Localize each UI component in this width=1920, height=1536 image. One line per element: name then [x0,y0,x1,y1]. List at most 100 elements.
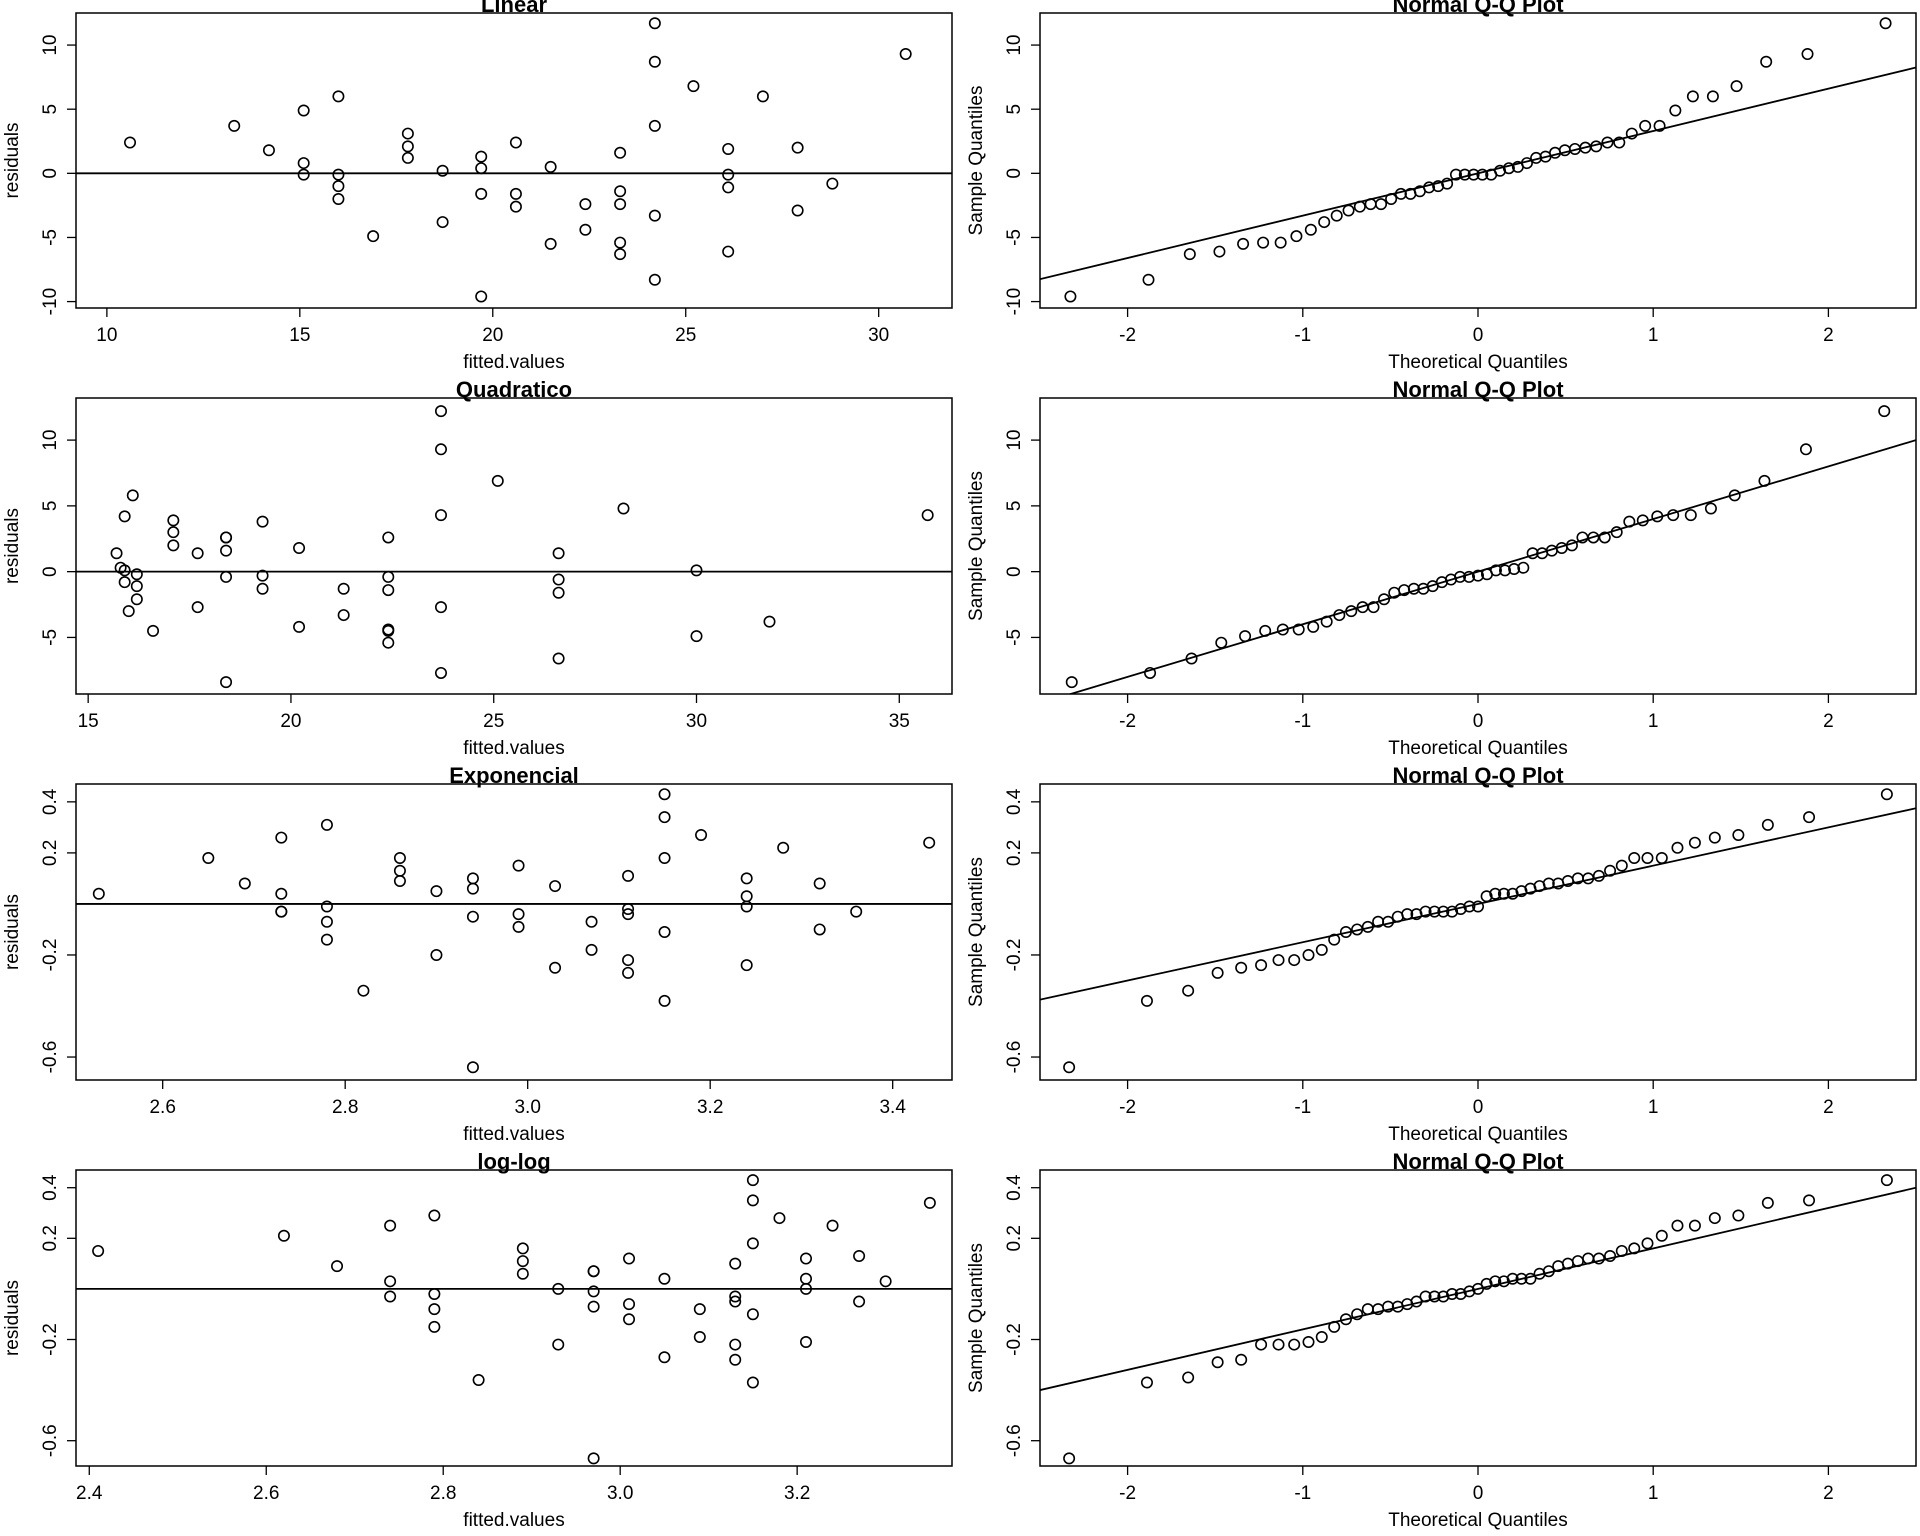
data-point [1803,1194,1816,1207]
data-point [799,1336,812,1349]
data-point [1628,1242,1641,1255]
x-tick-label: 25 [675,325,696,346]
data-point [1708,1212,1721,1225]
data-point [1463,900,1476,913]
data-point [853,1250,866,1263]
data-point [1730,80,1743,93]
data-point [320,900,333,913]
data-point [722,245,735,258]
data-point [1410,1295,1423,1308]
data-point [337,582,350,595]
data-point [740,890,753,903]
data-point [722,168,735,181]
data-point [516,1255,529,1268]
data-point [923,836,936,849]
data-point [118,564,131,577]
data-point [1063,1061,1076,1074]
data-point [382,531,395,544]
data-point [393,851,406,864]
data-point [401,151,414,164]
plot-frame [75,12,953,309]
data-point [587,1300,600,1313]
data-point [509,187,522,200]
y-tick-label: 0 [1004,566,1025,577]
y-axis: -0.6 -0.2 0.2 0.4 [40,788,76,1073]
y-axis: -0.6 -0.2 0.2 0.4 [40,1174,76,1457]
y-tick-label: -0.6 [1004,1424,1025,1457]
x-tick-label: -2 [1119,1483,1136,1504]
data-point [552,586,565,599]
data-point [1671,1219,1684,1232]
data-point [1704,502,1717,515]
y-axis-label: Sample Quantiles [966,471,987,621]
data-point [1590,140,1603,153]
data-point [1211,1356,1224,1369]
data-point [1364,198,1377,211]
data-point [1339,1313,1352,1326]
data-point [256,515,269,528]
y-tick-label: 0 [40,168,61,179]
data-point [899,48,912,61]
data-point [579,223,592,236]
data-point [614,236,627,249]
data-point [658,994,671,1007]
plot-title: Normal Q-Q Plot [1392,0,1564,17]
x-tick-label: -2 [1119,711,1136,732]
x-tick-label: 2 [1823,325,1834,346]
data-point [1613,136,1626,149]
data-point [428,1303,441,1316]
data-point [1549,146,1562,159]
data-point [1601,136,1614,149]
data-points [1063,788,1893,1074]
data-point [658,811,671,824]
plot-frame [75,1169,953,1467]
x-tick-label: 20 [280,711,301,732]
x-tick-label: 3.0 [514,1097,540,1118]
y-axis: -5 0 5 10 [40,430,76,646]
data-point [1315,1330,1328,1343]
y-tick-label: -0.6 [40,1424,61,1457]
data-point [658,788,671,801]
data-point [331,1260,344,1273]
data-point [1489,564,1502,577]
y-axis-label: Sample Quantiles [966,1243,987,1393]
data-point [92,1244,105,1257]
data-point [1419,905,1432,918]
y-tick-label: -0.2 [1004,939,1025,972]
data-point [228,119,241,132]
data-point [466,872,479,885]
data-point [384,1219,397,1232]
data-point [126,489,139,502]
plot-title: Normal Q-Q Plot [1392,763,1564,788]
y-tick-label: -0.2 [40,939,61,972]
data-point [466,1061,479,1074]
data-point [1320,615,1333,628]
data-point [1669,104,1682,117]
data-point [1378,593,1391,606]
data-point [729,1353,742,1366]
data-point [509,200,522,213]
data-point [1288,1338,1301,1351]
data-point [1653,119,1666,132]
data-point [1571,1255,1584,1268]
data-point [472,1373,485,1386]
plot-title: log-log [477,1149,550,1174]
y-tick-label: 0.4 [1004,788,1025,815]
x-tick-label: 3.2 [784,1483,810,1504]
plot-frame [1039,783,1917,1081]
data-point [1375,198,1388,211]
data-point [1880,1174,1893,1187]
data-point [587,1285,600,1298]
data-point [1182,984,1195,997]
data-point [118,576,131,589]
plot-frame [1039,12,1917,309]
data-point [1361,920,1374,933]
data-point [777,841,790,854]
data-point [1328,1320,1341,1333]
data-point [813,877,826,890]
data-point [428,1287,441,1300]
data-point [614,146,627,159]
data-point [746,1376,759,1389]
